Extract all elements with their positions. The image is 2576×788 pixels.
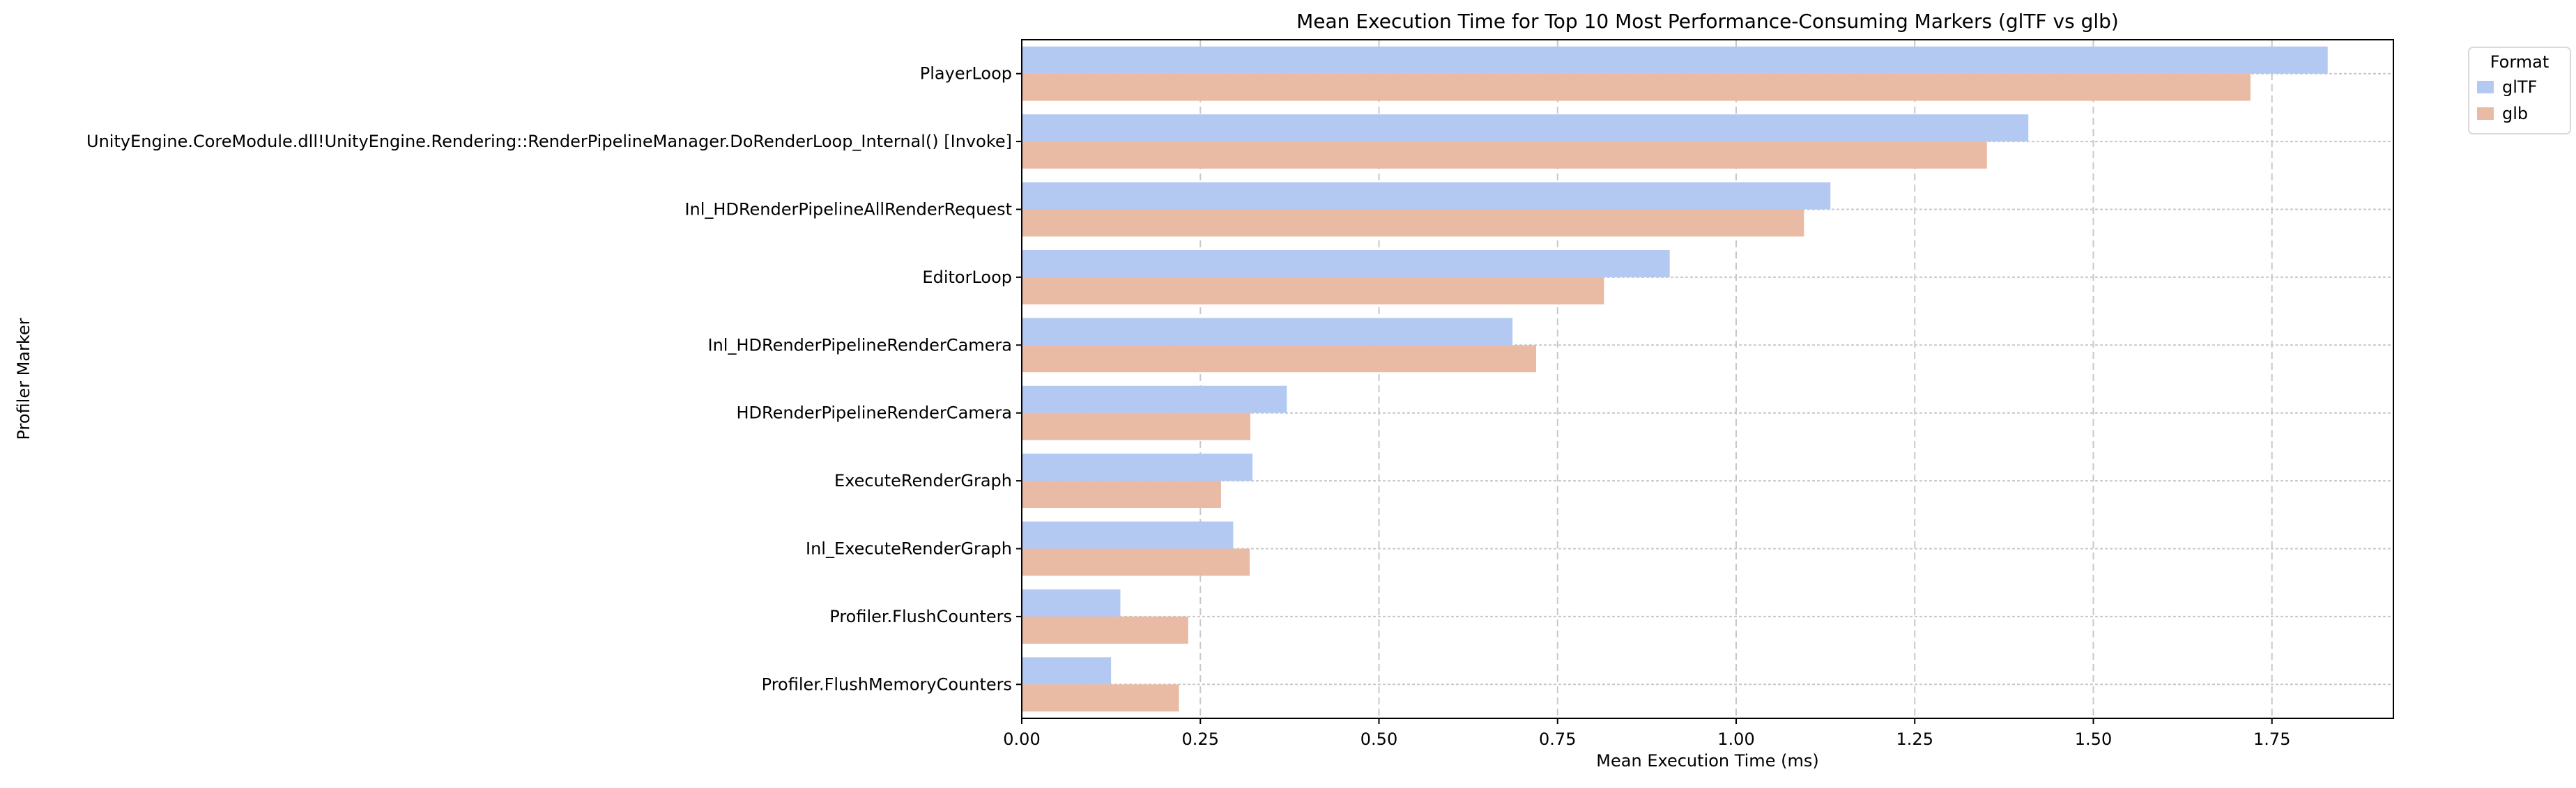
x-axis-label: Mean Execution Time (ms): [1596, 751, 1818, 771]
legend: Format glTF glb: [2468, 47, 2571, 134]
x-tick-label: 1.25: [1896, 729, 1933, 749]
bar-glb: [1022, 684, 1179, 712]
bar-gltf: [1022, 249, 1670, 277]
bar-gltf: [1022, 182, 1831, 210]
bar-glb: [1022, 548, 1250, 576]
bar-gltf: [1022, 589, 1121, 617]
x-tick-label: 0.25: [1182, 729, 1219, 749]
x-tick-label: 1.75: [2253, 729, 2290, 749]
bar-glb: [1022, 616, 1188, 644]
legend-title: Format: [2490, 52, 2550, 72]
y-tick-label: ExecuteRenderGraph: [834, 471, 1012, 490]
legend-box: [2468, 47, 2571, 134]
x-tick-label: 0.50: [1360, 729, 1397, 749]
bar-gltf: [1022, 114, 2029, 142]
x-tick-label: 1.00: [1717, 729, 1754, 749]
bar-gltf: [1022, 657, 1112, 685]
bar-glb: [1022, 481, 1221, 509]
x-tick-label: 0.75: [1539, 729, 1576, 749]
y-tick-label: Inl_HDRenderPipelineAllRenderRequest: [684, 200, 1012, 219]
legend-label-glb: glb: [2502, 104, 2528, 123]
bar-gltf: [1022, 46, 2328, 74]
bar-glb: [1022, 141, 1987, 169]
bar-gltf: [1022, 385, 1287, 413]
bar-gltf: [1022, 318, 1513, 346]
bar-glb: [1022, 73, 2251, 101]
bar-glb: [1022, 345, 1536, 373]
y-tick-label: EditorLoop: [922, 268, 1012, 287]
y-tick-label: HDRenderPipelineRenderCamera: [736, 403, 1012, 423]
y-axis-label: Profiler Marker: [14, 318, 33, 440]
y-tick-label: Inl_HDRenderPipelineRenderCamera: [708, 335, 1012, 355]
y-tick-label: Profiler.FlushMemoryCounters: [762, 674, 1012, 694]
bar-glb: [1022, 412, 1250, 440]
bar-gltf: [1022, 454, 1253, 481]
bar-glb: [1022, 277, 1604, 304]
x-tick-label: 1.50: [2075, 729, 2112, 749]
y-tick-labels: PlayerLoop UnityEngine.CoreModule.dll!Uni…: [86, 64, 1022, 694]
x-tick-label: 0.00: [1003, 729, 1040, 749]
y-tick-label: Profiler.FlushCounters: [829, 607, 1012, 626]
y-tick-label: UnityEngine.CoreModule.dll!UnityEngine.R…: [86, 132, 1012, 151]
x-tick-labels: 0.00 0.25 0.50 0.75 1.00 1.25 1.50 1.75: [1003, 718, 2290, 749]
y-tick-label: PlayerLoop: [920, 64, 1012, 84]
legend-swatch-gltf: [2477, 81, 2494, 93]
legend-swatch-glb: [2477, 107, 2494, 120]
chart-title: Mean Execution Time for Top 10 Most Perf…: [1296, 10, 2119, 33]
plot-frame: [1021, 39, 2394, 719]
y-tick-label: Inl_ExecuteRenderGraph: [806, 539, 1012, 559]
bar-glb: [1022, 209, 1804, 237]
bars: [1022, 46, 2328, 712]
legend-label-gltf: glTF: [2502, 77, 2537, 97]
bar-gltf: [1022, 521, 1234, 549]
